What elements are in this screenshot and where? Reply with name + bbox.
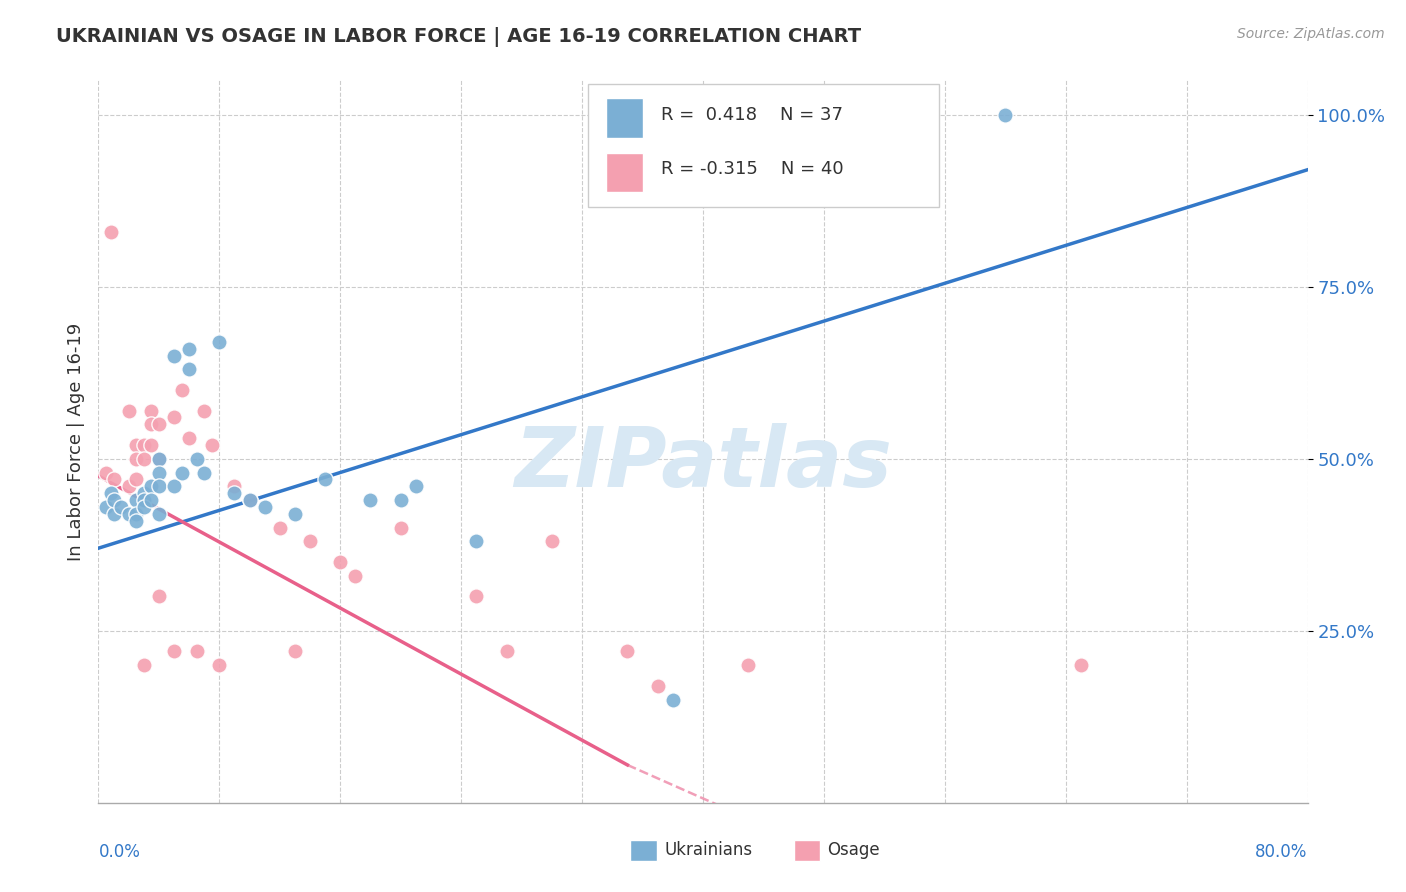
FancyBboxPatch shape xyxy=(606,98,643,138)
Point xyxy=(179,431,201,445)
Text: 0.0%: 0.0% xyxy=(98,843,141,861)
Text: Osage: Osage xyxy=(828,841,880,859)
Point xyxy=(125,507,148,521)
FancyBboxPatch shape xyxy=(588,84,939,207)
Point xyxy=(118,403,141,417)
Point xyxy=(125,438,148,452)
Point xyxy=(269,520,291,534)
Y-axis label: In Labor Force | Age 16-19: In Labor Force | Age 16-19 xyxy=(66,322,84,561)
Point xyxy=(148,466,170,480)
Point xyxy=(465,590,488,604)
Point xyxy=(208,658,231,673)
Point xyxy=(118,507,141,521)
Point xyxy=(170,383,193,397)
Point xyxy=(329,555,352,569)
Point xyxy=(141,417,163,432)
Point xyxy=(100,225,122,239)
Point xyxy=(118,479,141,493)
Point xyxy=(465,534,488,549)
Point xyxy=(148,590,170,604)
Point xyxy=(141,403,163,417)
FancyBboxPatch shape xyxy=(606,153,643,193)
Point xyxy=(253,500,276,514)
Point xyxy=(344,568,367,582)
Point xyxy=(148,451,170,466)
Point xyxy=(208,334,231,349)
Point xyxy=(141,493,163,508)
Point xyxy=(132,438,155,452)
Point xyxy=(540,534,562,549)
Text: Ukrainians: Ukrainians xyxy=(664,841,752,859)
Point xyxy=(125,451,148,466)
Point xyxy=(148,507,170,521)
Point xyxy=(299,534,322,549)
Point xyxy=(132,486,155,500)
Text: Source: ZipAtlas.com: Source: ZipAtlas.com xyxy=(1237,27,1385,41)
Point xyxy=(284,644,307,658)
Point xyxy=(661,692,683,706)
Point xyxy=(179,362,201,376)
Point xyxy=(125,514,148,528)
Point xyxy=(100,486,122,500)
Point xyxy=(141,438,163,452)
Point xyxy=(132,493,155,508)
Point xyxy=(737,658,759,673)
FancyBboxPatch shape xyxy=(793,840,820,861)
Text: ZIPatlas: ZIPatlas xyxy=(515,423,891,504)
Point xyxy=(389,520,412,534)
Point xyxy=(224,479,246,493)
Point xyxy=(163,644,186,658)
Point xyxy=(148,479,170,493)
Point xyxy=(148,417,170,432)
Point xyxy=(148,451,170,466)
Point xyxy=(125,493,148,508)
Text: R = -0.315    N = 40: R = -0.315 N = 40 xyxy=(661,161,844,178)
Point xyxy=(1070,658,1092,673)
FancyBboxPatch shape xyxy=(630,840,657,861)
Point xyxy=(132,500,155,514)
Point xyxy=(495,644,517,658)
Point xyxy=(103,472,125,486)
Point xyxy=(94,500,117,514)
Text: UKRAINIAN VS OSAGE IN LABOR FORCE | AGE 16-19 CORRELATION CHART: UKRAINIAN VS OSAGE IN LABOR FORCE | AGE … xyxy=(56,27,862,46)
Point xyxy=(994,108,1017,122)
Point xyxy=(186,451,208,466)
Point xyxy=(193,466,215,480)
Point xyxy=(239,493,262,508)
Point xyxy=(94,466,117,480)
Point xyxy=(163,349,186,363)
Point xyxy=(201,438,224,452)
Point xyxy=(103,507,125,521)
Point xyxy=(110,500,132,514)
Text: R =  0.418    N = 37: R = 0.418 N = 37 xyxy=(661,106,842,124)
Point xyxy=(103,493,125,508)
Point xyxy=(132,658,155,673)
Point xyxy=(389,493,412,508)
Point xyxy=(647,679,669,693)
Point xyxy=(616,644,638,658)
Point xyxy=(314,472,336,486)
Point xyxy=(284,507,307,521)
Point xyxy=(179,342,201,356)
Point xyxy=(239,493,262,508)
Point xyxy=(360,493,382,508)
Point xyxy=(186,644,208,658)
Point xyxy=(193,403,215,417)
Point xyxy=(405,479,427,493)
Point xyxy=(125,472,148,486)
Point xyxy=(163,410,186,425)
Text: 80.0%: 80.0% xyxy=(1256,843,1308,861)
Point xyxy=(141,479,163,493)
Point xyxy=(163,479,186,493)
Point xyxy=(170,466,193,480)
Point xyxy=(224,486,246,500)
Point xyxy=(132,451,155,466)
